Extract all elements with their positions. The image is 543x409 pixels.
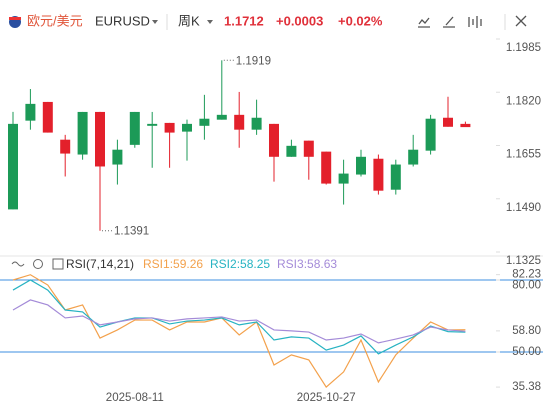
candle-body [443,117,453,127]
candle-body [338,173,349,184]
dropdown-arrow [152,20,158,24]
candle-body [460,123,471,128]
candle-body [8,123,18,210]
y-tick-label: 35.38 [512,381,541,393]
rsi-line [12,274,466,388]
candle-body [42,101,53,133]
y-tick-label: 80.00 [512,280,541,292]
candle-body [147,123,158,126]
x-tick-label: 2025-10-27 [297,392,356,404]
pair-name: 欧元/美元 [27,13,83,28]
candle-body [164,122,175,133]
indicator-icon[interactable] [418,17,430,28]
candle-body [356,156,366,175]
rsi-line [12,299,466,344]
settings-icon[interactable] [33,259,43,269]
y-tick-label: 1.1325 [506,255,541,267]
draw-icon[interactable] [443,16,455,28]
legend-entry: RSI2:58.25 [210,257,270,271]
legend-entry: RSI3:58.63 [277,257,337,271]
candle-body [303,140,314,157]
candle-body [60,139,71,154]
candle-body [269,123,279,157]
period[interactable]: 周K [178,13,200,28]
candle-body [95,111,105,167]
candle-body [129,111,140,145]
candle-body [112,149,123,165]
flag-stripe [9,17,21,20]
candle-body [251,117,262,130]
header: 欧元/美元 EURUSD 周K 1.1712 +0.0003 +0.02% [9,13,527,30]
params-icon[interactable] [52,258,64,270]
y-tick-label: 1.1490 [506,202,541,214]
legend-entry: RSI1:59.26 [143,257,203,271]
candle-body [408,149,419,165]
y-tick-label: 58.80 [512,325,541,337]
fullscreen-icon[interactable] [515,15,527,27]
y-tick-label: 1.1985 [506,42,541,54]
candle-body [234,114,245,130]
candle-body [373,158,384,191]
annotation: 1.1391 [114,226,149,238]
candle-body [25,103,36,121]
annotation: 1.1919 [236,55,271,67]
candle-body [425,118,436,151]
candle-icon[interactable] [468,16,482,28]
toggle-icon[interactable] [11,261,25,267]
symbol[interactable]: EURUSD [95,13,150,28]
price: 1.1712 [224,13,264,28]
candle-body [182,123,192,132]
candle-body [321,151,332,184]
y-tick-label: 1.1820 [506,95,541,107]
candle-body [286,145,297,157]
candle-body [199,118,210,126]
change: +0.0003 [276,13,323,28]
candle-body [77,111,88,155]
rsi-title: RSI(7,14,21) [66,257,134,271]
rsi-header: RSI(7,14,21) RSI1:59.26 RSI2:58.25 RSI3:… [11,257,337,271]
rsi-line [12,279,466,355]
dropdown-arrow [207,20,213,24]
candle-body [216,114,227,120]
change-pct: +0.02% [338,13,383,28]
x-tick-label: 2025-08-11 [106,392,164,404]
candle-body [390,164,401,190]
y-tick-label: 50.00 [512,346,541,358]
y-tick-label: 82.23 [512,269,541,281]
y-tick-label: 1.1655 [506,149,541,161]
